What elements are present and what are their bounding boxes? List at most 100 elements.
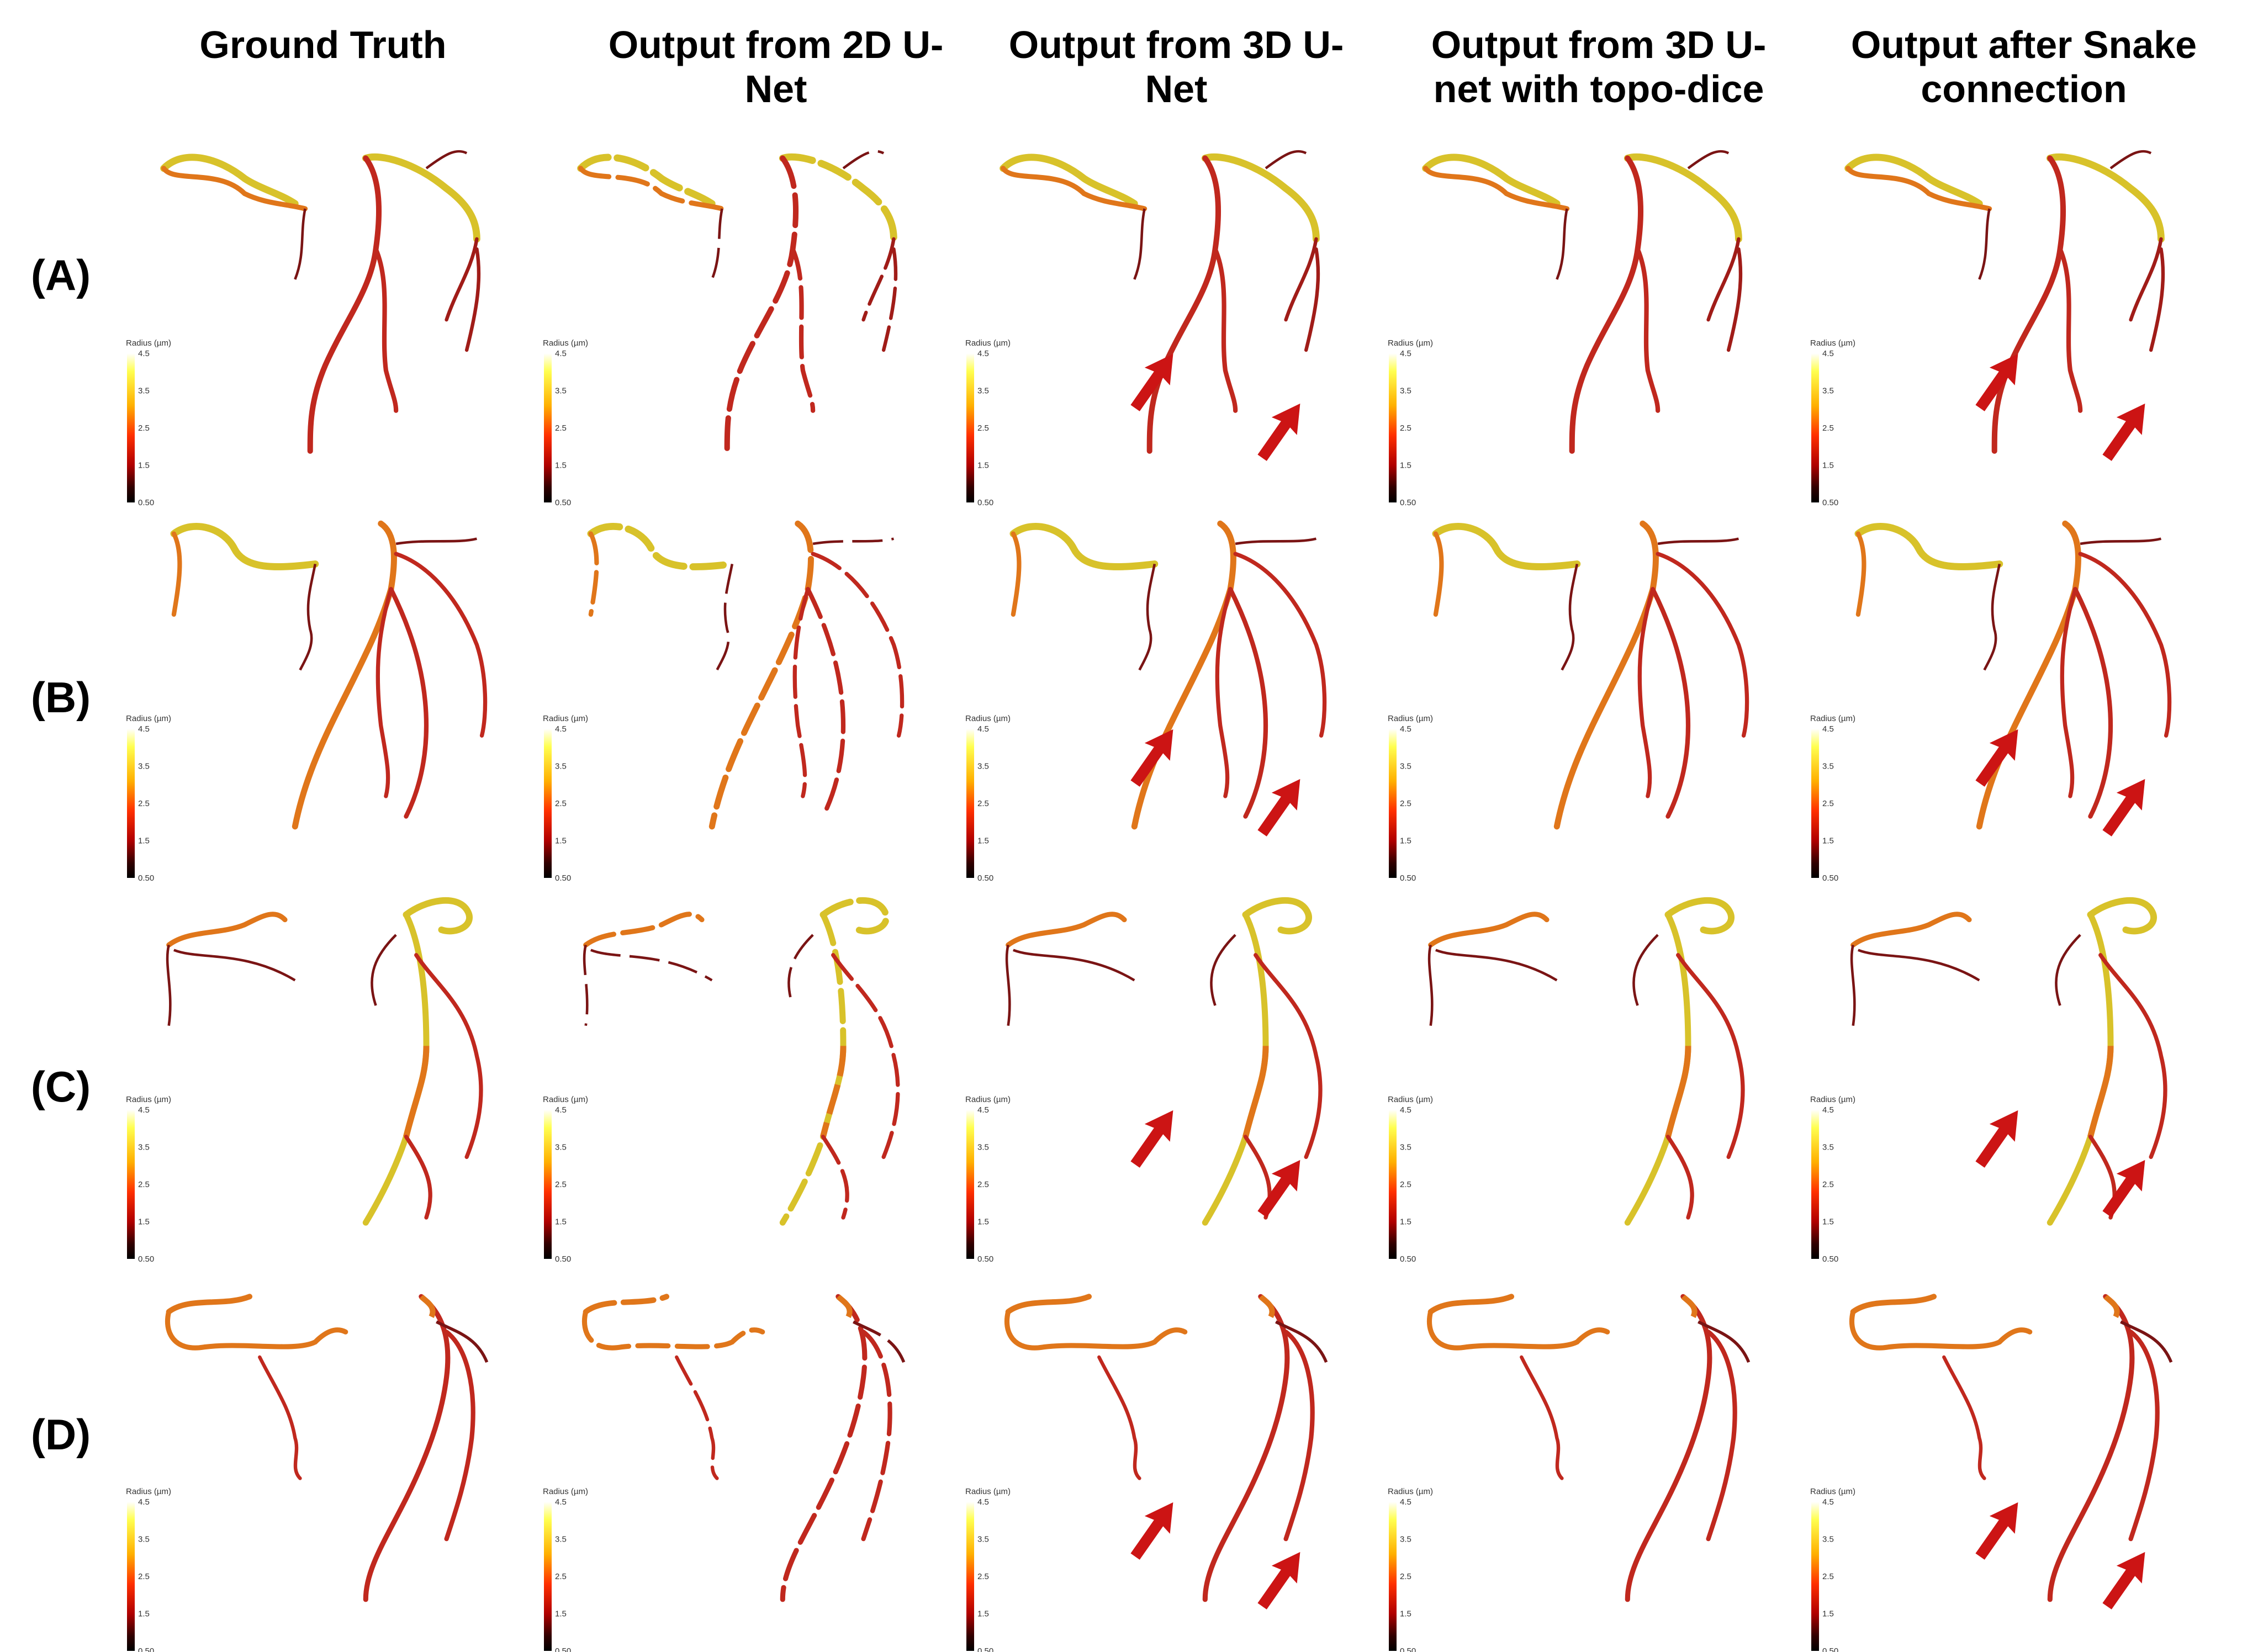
colorbar-tick: 3.5 xyxy=(555,762,567,771)
colorbar-tick: 4.5 xyxy=(977,349,989,358)
colorbar-tick: 4.5 xyxy=(1822,1105,1834,1115)
colorbar-tick: 4.5 xyxy=(977,724,989,734)
colorbar-tick: 1.5 xyxy=(138,836,150,846)
colorbar-tick: 3.5 xyxy=(1400,1143,1411,1152)
colorbar xyxy=(1811,353,1819,502)
panel-B-4: Radius (µm)4.5 3.5 2.5 1.5 0.50 xyxy=(1388,523,1747,883)
colorbar-tick: 4.5 xyxy=(1822,724,1834,734)
colorbar-tick: 0.50 xyxy=(1400,873,1416,883)
colorbar-title: Radius (µm) xyxy=(126,1095,171,1104)
colorbar-tick: 2.5 xyxy=(977,423,989,433)
vessel-tree xyxy=(167,901,481,1222)
colorbar-tick: 0.50 xyxy=(977,1254,993,1264)
vessel-tree xyxy=(1429,901,1743,1222)
colorbar-tick: 1.5 xyxy=(555,461,567,470)
colorbar-title: Radius (µm) xyxy=(126,1487,171,1496)
panel-C-2: Radius (µm)4.5 3.5 2.5 1.5 0.50 xyxy=(543,901,898,1264)
panel-B-5: Radius (µm)4.5 3.5 2.5 1.5 0.50 xyxy=(1810,523,2170,883)
vessel-tree xyxy=(1007,1296,1326,1600)
colorbar-tick: 0.50 xyxy=(1822,1254,1838,1264)
colorbar-tick: 4.5 xyxy=(1400,1105,1411,1115)
colorbar-tick: 4.5 xyxy=(138,1497,150,1507)
colorbar-tick: 4.5 xyxy=(977,1497,989,1507)
colorbar-title: Radius (µm) xyxy=(543,1095,588,1104)
row-label-1: (A) xyxy=(31,251,91,299)
colorbar-tick: 2.5 xyxy=(1822,1180,1834,1189)
colorbar-tick: 1.5 xyxy=(977,461,989,470)
red-arrow-icon xyxy=(1967,1493,2031,1566)
colorbar xyxy=(966,1502,974,1651)
colorbar xyxy=(127,1502,135,1651)
column-title-4-line-2: net with topo-dice xyxy=(1434,67,1764,110)
panel-A-3: Radius (µm)4.5 3.5 2.5 1.5 0.50 xyxy=(965,151,1318,507)
colorbar-title: Radius (µm) xyxy=(1388,338,1433,348)
colorbar-tick: 0.50 xyxy=(977,873,993,883)
colorbar-tick: 1.5 xyxy=(977,836,989,846)
colorbar-title: Radius (µm) xyxy=(1388,1095,1433,1104)
colorbar-tick: 1.5 xyxy=(1822,1217,1834,1227)
colorbar-tick: 3.5 xyxy=(138,1535,150,1544)
colorbar-tick: 4.5 xyxy=(977,1105,989,1115)
vessel-tree xyxy=(591,523,902,827)
colorbar-tick: 3.5 xyxy=(977,1143,989,1152)
red-arrow-icon xyxy=(2094,1543,2158,1616)
colorbar-tick: 3.5 xyxy=(1400,386,1411,396)
colorbar xyxy=(544,1502,552,1651)
colorbar-tick: 1.5 xyxy=(555,1609,567,1619)
panel-D-3: Radius (µm)4.5 3.5 2.5 1.5 0.50 xyxy=(965,1296,1326,1652)
colorbar-tick: 4.5 xyxy=(555,1105,567,1115)
vessel-tree xyxy=(1426,151,1741,451)
colorbar-tick: 1.5 xyxy=(138,461,150,470)
red-arrow-icon xyxy=(1967,720,2031,793)
colorbar-tick: 0.50 xyxy=(555,498,571,507)
colorbar-tick: 0.50 xyxy=(138,1646,154,1652)
colorbar-tick: 2.5 xyxy=(977,1180,989,1189)
colorbar-tick: 1.5 xyxy=(138,1609,150,1619)
column-title-1-line-1: Ground Truth xyxy=(199,23,446,66)
vessel-tree xyxy=(584,1296,903,1600)
colorbar-tick: 4.5 xyxy=(1400,349,1411,358)
colorbar-tick: 0.50 xyxy=(555,1646,571,1652)
red-arrow-icon xyxy=(1967,1101,2031,1174)
colorbar-title: Radius (µm) xyxy=(543,1487,588,1496)
colorbar-tick: 3.5 xyxy=(977,386,989,396)
colorbar-tick: 3.5 xyxy=(1400,1535,1411,1544)
panel-C-5: Radius (µm)4.5 3.5 2.5 1.5 0.50 xyxy=(1810,901,2165,1264)
colorbar-title: Radius (µm) xyxy=(965,338,1011,348)
colorbar-tick: 3.5 xyxy=(977,762,989,771)
colorbar-tick: 2.5 xyxy=(138,799,150,808)
panel-C-1: Radius (µm)4.5 3.5 2.5 1.5 0.50 xyxy=(126,901,481,1264)
vessel-tree xyxy=(581,151,896,451)
colorbar-tick: 4.5 xyxy=(138,1105,150,1115)
colorbar-tick: 4.5 xyxy=(1400,724,1411,734)
colorbar-tick: 3.5 xyxy=(138,386,150,396)
colorbar-tick: 0.50 xyxy=(555,1254,571,1264)
column-title-3-line-1: Output from 3D U- xyxy=(1009,23,1344,66)
colorbar-tick: 2.5 xyxy=(977,1572,989,1581)
colorbar-title: Radius (µm) xyxy=(543,714,588,723)
colorbar-tick: 4.5 xyxy=(1822,1497,1834,1507)
colorbar-tick: 1.5 xyxy=(555,1217,567,1227)
colorbar xyxy=(966,353,974,502)
colorbar-tick: 1.5 xyxy=(1400,1217,1411,1227)
colorbar-tick: 2.5 xyxy=(977,799,989,808)
colorbar-tick: 2.5 xyxy=(1400,1572,1411,1581)
colorbar-tick: 3.5 xyxy=(1822,386,1834,396)
colorbar-title: Radius (µm) xyxy=(1810,1487,1855,1496)
panel-D-2: Radius (µm)4.5 3.5 2.5 1.5 0.50 xyxy=(543,1296,904,1652)
vessel-tree xyxy=(174,523,485,827)
colorbar-title: Radius (µm) xyxy=(1810,714,1855,723)
colorbar-tick: 2.5 xyxy=(1822,1572,1834,1581)
colorbar-tick: 1.5 xyxy=(138,1217,150,1227)
row-label-2: (B) xyxy=(31,673,91,722)
row-label-4: (D) xyxy=(31,1410,91,1459)
colorbar-tick: 0.50 xyxy=(138,498,154,507)
panel-D-4: Radius (µm)4.5 3.5 2.5 1.5 0.50 xyxy=(1388,1296,1749,1652)
colorbar-tick: 3.5 xyxy=(555,1535,567,1544)
colorbar xyxy=(1389,1502,1397,1651)
panel-B-3: Radius (µm)4.5 3.5 2.5 1.5 0.50 xyxy=(965,523,1325,883)
colorbar-tick: 1.5 xyxy=(1400,836,1411,846)
colorbar-title: Radius (µm) xyxy=(1810,1095,1855,1104)
